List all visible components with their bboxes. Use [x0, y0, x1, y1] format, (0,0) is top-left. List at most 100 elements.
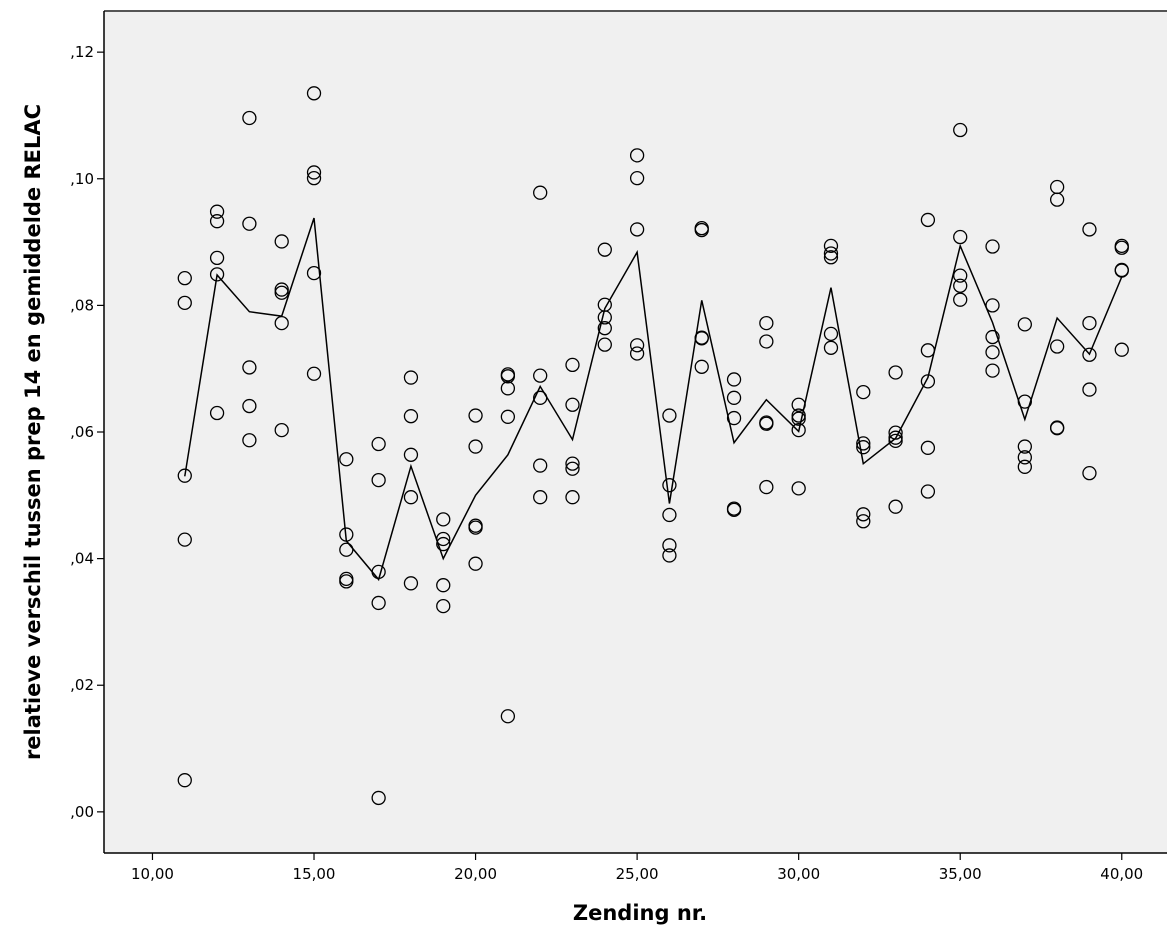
data-point — [339, 542, 354, 557]
x-tick-label: 20,00 — [454, 865, 497, 883]
data-point — [823, 246, 839, 261]
data-point — [565, 357, 580, 373]
data-point — [565, 490, 580, 505]
data-point — [533, 390, 548, 405]
data-point — [920, 374, 936, 389]
y-axis: ,00 ,02 ,04 ,06 ,08 ,10 ,12 — [70, 43, 104, 821]
data-point — [888, 499, 903, 514]
data-point — [274, 234, 289, 249]
data-point — [1082, 466, 1097, 481]
data-point — [339, 452, 354, 467]
x-axis-title: Zending nr. — [573, 901, 707, 925]
data-point — [177, 271, 192, 286]
data-point — [1114, 240, 1129, 255]
data-point — [371, 790, 386, 806]
data-point — [1017, 459, 1032, 474]
data-point — [242, 398, 257, 414]
data-point — [209, 267, 225, 282]
data-point — [565, 461, 580, 476]
data-point — [791, 408, 806, 423]
data-point — [597, 310, 612, 325]
data-point — [726, 410, 742, 426]
data-point — [662, 507, 677, 523]
data-point — [1114, 342, 1129, 357]
data-point — [953, 278, 968, 293]
data-point — [1082, 222, 1097, 237]
data-point — [856, 440, 871, 455]
data-point — [985, 298, 1000, 313]
data-point — [1017, 317, 1032, 332]
data-point — [662, 538, 677, 553]
plot-background — [104, 11, 1167, 853]
data-point — [500, 381, 516, 396]
data-point — [371, 564, 386, 580]
data-point — [856, 507, 871, 522]
data-point — [1049, 421, 1065, 436]
data-point — [856, 384, 871, 400]
data-point — [662, 478, 677, 493]
data-point — [306, 265, 322, 281]
data-point — [403, 576, 419, 591]
x-tick-label: 10,00 — [131, 865, 174, 883]
data-point — [1017, 439, 1032, 454]
data-point — [209, 405, 225, 421]
data-point — [177, 773, 192, 788]
data-point — [888, 433, 903, 449]
data-point — [953, 229, 968, 245]
data-point — [953, 122, 968, 138]
y-tick-label: ,10 — [70, 170, 94, 188]
data-point — [694, 359, 709, 374]
x-tick-label: 25,00 — [616, 865, 659, 883]
data-point — [759, 334, 774, 349]
data-point — [242, 110, 257, 126]
data-point — [888, 430, 903, 445]
data-point — [468, 556, 483, 571]
data-point — [306, 170, 322, 186]
data-point — [1049, 192, 1065, 207]
data-point — [177, 295, 192, 311]
data-point — [533, 458, 548, 473]
data-point — [242, 433, 257, 448]
data-point — [953, 292, 968, 307]
data-point — [436, 598, 451, 614]
data-point — [920, 484, 936, 499]
data-point — [209, 250, 225, 266]
data-point — [888, 365, 903, 380]
data-point — [209, 204, 225, 219]
data-point — [436, 512, 451, 527]
y-axis-title: relatieve verschil tussen prep 14 en gem… — [21, 104, 45, 760]
data-point — [985, 345, 1000, 360]
data-point — [306, 165, 322, 180]
data-point — [468, 439, 483, 454]
data-point — [242, 216, 257, 231]
data-point — [209, 214, 225, 229]
data-point — [1082, 347, 1097, 362]
data-point — [274, 282, 289, 297]
data-point — [791, 411, 806, 426]
data-point — [242, 360, 257, 375]
data-point — [468, 408, 483, 423]
data-point — [726, 390, 742, 405]
data-point — [629, 222, 645, 237]
data-point — [371, 436, 386, 452]
data-point — [759, 315, 774, 331]
data-point — [791, 397, 806, 412]
data-point — [726, 372, 742, 387]
data-point — [759, 479, 774, 495]
data-point — [403, 447, 419, 462]
data-point — [403, 370, 419, 385]
data-point — [274, 285, 289, 300]
data-point — [274, 422, 289, 438]
data-point — [920, 212, 936, 228]
data-point — [339, 527, 354, 542]
data-point — [500, 409, 516, 424]
data-point — [371, 595, 386, 611]
data-point — [629, 148, 645, 163]
data-point — [856, 514, 871, 529]
data-point — [823, 340, 839, 355]
data-point — [823, 238, 839, 254]
data-point — [339, 574, 354, 589]
data-point — [856, 436, 871, 451]
data-point — [274, 315, 289, 331]
data-point — [533, 368, 548, 383]
